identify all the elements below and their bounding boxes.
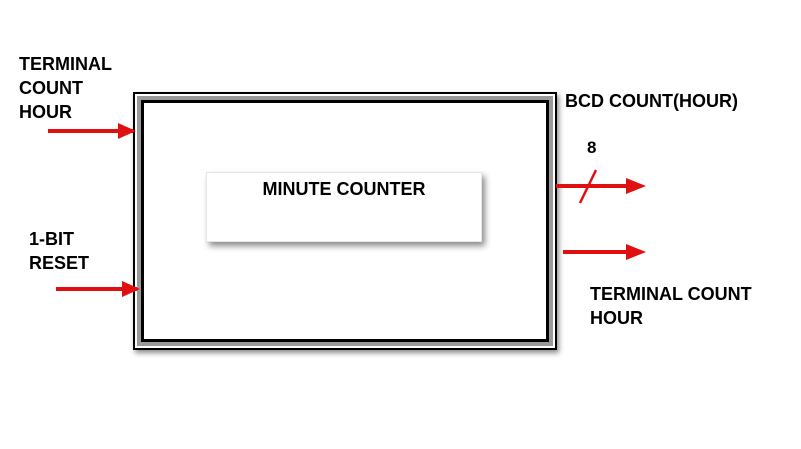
input-reset-arrow: [56, 281, 140, 297]
block-title: MINUTE COUNTER: [262, 179, 426, 199]
input-reset-label-line2: RESET: [29, 253, 90, 273]
bus-slash: [578, 169, 598, 204]
block-title-box: MINUTE COUNTER: [206, 172, 482, 242]
output-bcd-arrow: [556, 169, 646, 204]
output-terminal-count-label-line2: HOUR: [590, 308, 643, 328]
input-terminal-count-label-line2: COUNT: [19, 78, 83, 98]
input-terminal-count-label-line3: HOUR: [19, 102, 72, 122]
input-reset-label-line1: 1-BIT: [29, 229, 74, 249]
output-terminal-count-arrow: [563, 244, 646, 260]
output-terminal-count-label-line1: TERMINAL COUNT: [590, 284, 752, 304]
output-bcd-label: BCD COUNT(HOUR): [565, 91, 738, 111]
bus-width-label: 8: [587, 138, 597, 157]
input-terminal-count-label-line1: TERMINAL: [19, 54, 112, 74]
input-terminal-count-arrow: [48, 123, 136, 139]
